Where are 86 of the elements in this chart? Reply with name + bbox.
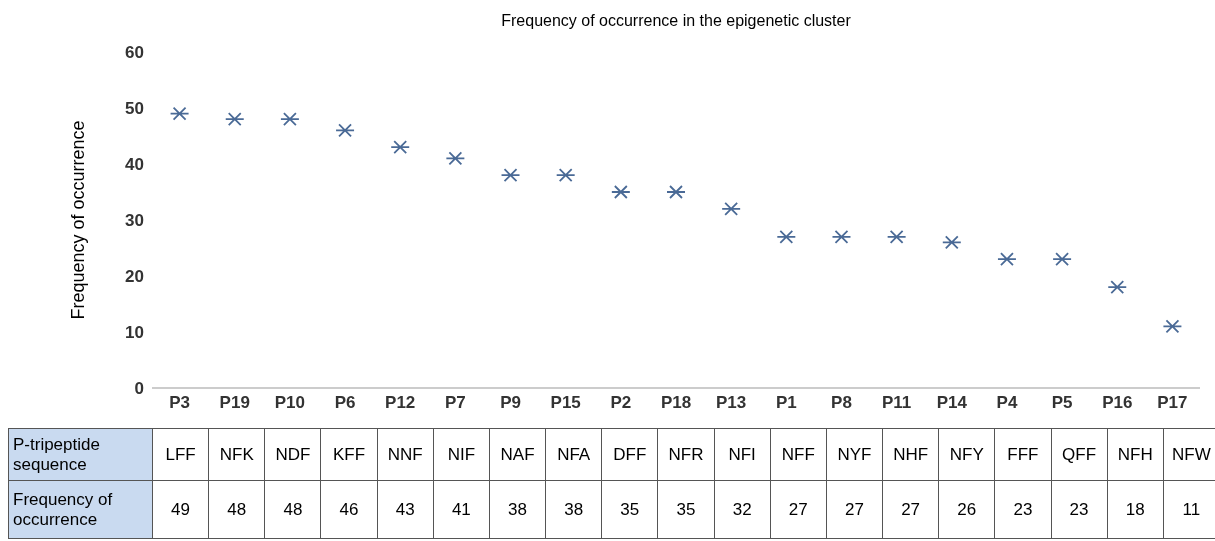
x-tick-label: P18 [660,393,692,413]
data-label: 27 [770,480,827,539]
data-label: 46 [320,480,378,539]
x-tick-label: P14 [936,393,968,413]
data-label: 27 [826,480,883,539]
text: NFY [938,428,995,481]
data-label: 35 [601,480,658,539]
data-label: 27 [882,480,939,539]
data-label: 48 [208,480,265,539]
x-tick-label: P6 [334,393,356,413]
x-tick-label: P19 [219,393,250,413]
y-tick-label: 40 [125,155,144,175]
chart-title: Frequency of occurrence in the epigenetic cluster [500,11,852,31]
point [831,229,852,244]
x-tick-label: P11 [881,393,912,413]
x-tick-label: P4 [996,393,1018,413]
point [1052,252,1073,267]
data-label: 43 [377,480,434,539]
text: KFF [320,428,378,481]
x-tick-label: P7 [444,393,466,413]
y-tick-label: 10 [125,323,144,343]
x-tick-label: P10 [274,393,306,413]
data-label: 38 [545,480,602,539]
text: LFF [152,428,209,481]
text: NNF [377,428,434,481]
y-tick-label: 0 [134,379,144,399]
point [776,229,797,244]
point [721,201,742,216]
x-tick-label: P12 [385,393,416,413]
y-tick-label: 20 [125,267,144,287]
data-label: 23 [994,480,1051,539]
text: NFF [770,428,827,481]
text: P-tripeptide sequence [8,428,153,481]
text: NIF [433,428,490,481]
point [666,185,686,199]
data-label: 18 [1107,480,1164,539]
data-label: 49 [152,480,209,539]
y-axis-title: Frequency of occurrence [68,120,89,320]
data-label: 41 [433,480,490,539]
text: Frequency of occurrence [8,480,153,539]
x-tick-label: P13 [716,393,747,413]
text: DFF [601,428,658,481]
point [390,140,411,155]
x-tick-label: P2 [610,393,632,413]
point [997,252,1017,267]
text: FFF [994,428,1051,481]
x-tick-label: P17 [1157,393,1188,413]
point [169,106,190,121]
text: NFK [208,428,265,481]
x-tick-label: P16 [1102,393,1133,413]
point [500,168,521,183]
x-tick-label: P8 [831,393,852,413]
x-tick-label: P1 [775,393,797,413]
data-label: 23 [1051,480,1108,539]
point [941,235,962,250]
y-tick-label: 60 [125,43,144,63]
point [886,229,907,244]
point [279,112,300,127]
text: NFR [657,428,715,481]
data-label: 26 [938,480,995,539]
y-tick-label: 50 [125,99,144,119]
data-label: 38 [489,480,546,539]
point [1107,280,1128,295]
text: NDF [264,428,321,481]
text: QFF [1051,428,1108,481]
x-tick-label: P3 [169,393,190,413]
x-tick-label: P9 [500,393,521,413]
data-label: 11 [1163,480,1215,539]
point [1162,319,1183,334]
data-label: 35 [657,480,715,539]
text: NFH [1107,428,1164,481]
data-label: 32 [714,480,771,539]
point [224,112,245,127]
point [335,123,355,138]
text: NAF [489,428,546,481]
text: NFI [714,428,771,481]
point [445,151,466,166]
text: NYF [826,428,883,481]
y-tick-label: 30 [125,211,144,231]
point [555,168,576,183]
text: NFA [545,428,602,481]
data-label: 48 [264,480,321,539]
x-tick-label: P15 [550,393,581,413]
text: NHF [882,428,939,481]
text: NFW [1163,428,1215,481]
x-tick-label: P5 [1051,393,1073,413]
